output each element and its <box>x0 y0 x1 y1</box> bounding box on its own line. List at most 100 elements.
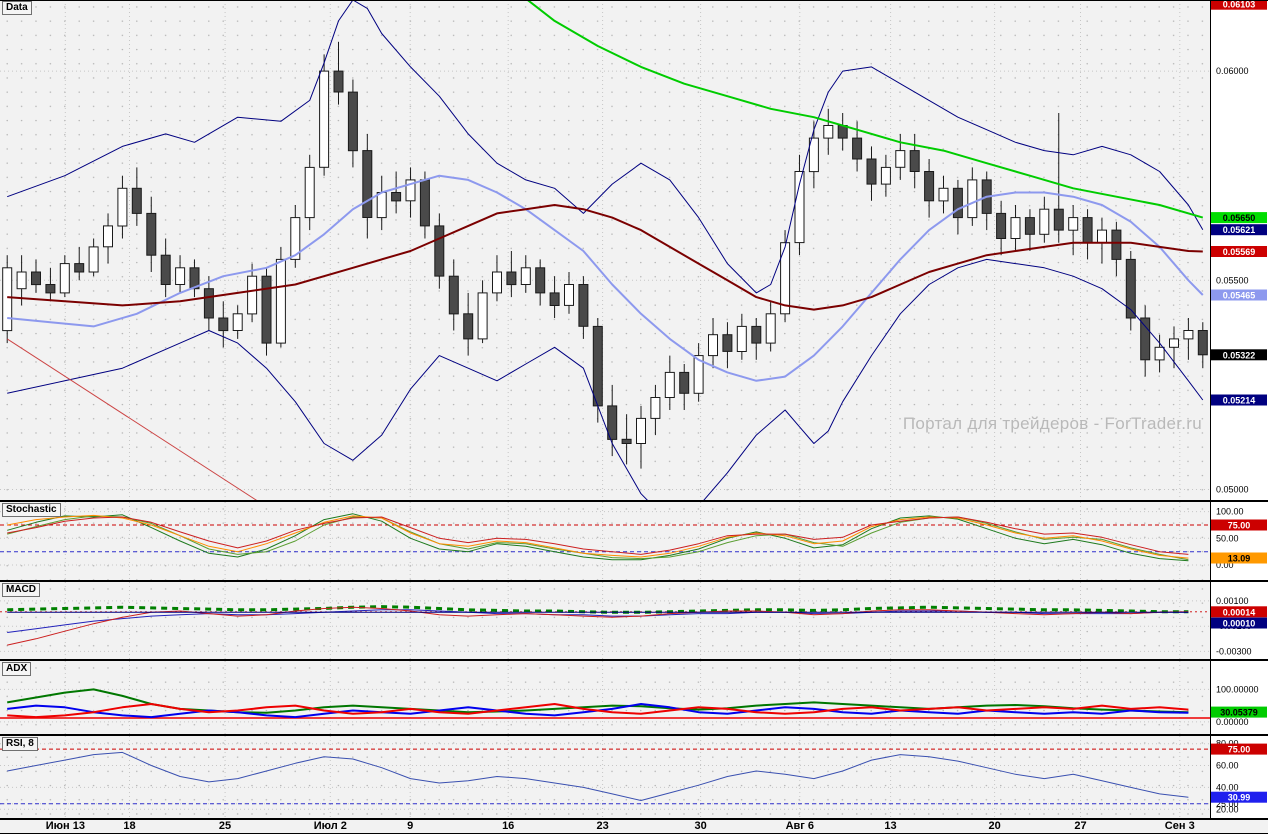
ma-fast-periwinkle <box>7 174 1204 382</box>
price-badge-label: 0.00010 <box>1223 619 1256 629</box>
panel-separator <box>0 734 1268 736</box>
candle-up <box>794 171 805 244</box>
price-scale[interactable] <box>1210 661 1268 734</box>
time-axis-label: 16 <box>502 820 515 832</box>
candle-down <box>218 317 229 332</box>
candle-up <box>376 192 387 219</box>
candle-down <box>924 171 935 202</box>
candle-up <box>693 355 704 394</box>
time-axis[interactable]: Июн 13 18 25 Июл 2 9 16 23 30 Авг 6 13 20 27 Сен 3 <box>0 820 1268 834</box>
axis-label: 50.00 <box>1216 533 1239 543</box>
candle-down <box>621 438 632 444</box>
price-badge <box>1211 224 1267 236</box>
candle-up <box>1183 330 1194 340</box>
axis-label: 0.00 <box>1216 560 1234 570</box>
candle-down <box>592 325 603 407</box>
candle-down <box>852 137 863 160</box>
axis-label: -0.00300 <box>1216 646 1252 656</box>
axis-label: 0.05500 <box>1216 275 1249 285</box>
price-badge <box>1211 706 1267 718</box>
candle-down <box>74 263 85 273</box>
candle-down <box>1024 217 1035 235</box>
price-badge-label: 13.09 <box>1228 554 1251 564</box>
candle-down <box>131 187 142 214</box>
candle-down <box>996 212 1007 239</box>
axis-label: 100.00 <box>1216 507 1244 517</box>
candle-down <box>31 271 41 286</box>
price-badge <box>1211 519 1267 531</box>
panel-separator <box>0 659 1268 661</box>
price-badge <box>1211 349 1267 361</box>
candle-up <box>59 263 70 294</box>
price-badge <box>1211 606 1267 618</box>
candle-up <box>492 271 502 294</box>
main-chart-plot[interactable]: 0.06000 0.05500 0.05000 0.06103 0.05650 0.056… <box>0 0 1268 500</box>
candle-up <box>650 397 661 419</box>
candle-up <box>823 125 834 139</box>
macd-green-dashed <box>7 605 1189 614</box>
candle-up <box>16 271 27 290</box>
price-badge-label: 0.05621 <box>1223 225 1256 235</box>
price-badge-label: 30.99 <box>1228 793 1251 803</box>
price-badge <box>1211 289 1267 301</box>
candle-up <box>938 187 949 202</box>
stoch-green <box>7 513 1189 562</box>
panel-adx: 100.00000 0.00000 30.05379 ADX <box>0 661 1268 734</box>
time-axis-label: 18 <box>123 820 136 832</box>
panel-separator <box>0 818 1268 820</box>
panel-separator <box>0 580 1268 582</box>
candle-up <box>247 275 258 315</box>
price-scale[interactable] <box>1210 502 1268 580</box>
time-axis-label: 30 <box>694 820 707 832</box>
candle-up <box>708 334 718 357</box>
candle-up <box>1169 338 1179 348</box>
candle-down <box>909 150 920 173</box>
candle-down <box>347 91 358 152</box>
ma-long-green <box>526 0 1204 219</box>
candle-up <box>117 187 128 227</box>
stochastic-plot[interactable]: 100.00 50.00 0.00 75.00 13.09 <box>0 502 1268 580</box>
candle-down <box>506 271 517 286</box>
candle-up <box>275 258 286 344</box>
candle-down <box>1053 208 1064 231</box>
price-badge-label: 0.05214 <box>1223 396 1256 406</box>
candle-up <box>808 137 819 173</box>
candle-up <box>895 150 906 168</box>
candle-down <box>434 225 445 277</box>
axis-label: 100.00000 <box>1216 684 1259 694</box>
candle-up <box>780 242 791 315</box>
price-badge <box>1211 246 1267 257</box>
candle-up <box>319 70 330 168</box>
panel-title-adx: ADX <box>2 662 32 676</box>
time-axis-label: 23 <box>596 820 609 832</box>
candle-up <box>564 284 574 306</box>
axis-label: 0.00100 <box>1216 596 1249 606</box>
candle-down <box>333 70 344 93</box>
panel-title-macd: MACD <box>2 583 40 597</box>
time-axis-label: Июн 13 <box>45 820 85 832</box>
stoch-orange <box>7 514 1189 559</box>
candle-down <box>160 254 171 285</box>
candle-down <box>391 192 402 202</box>
price-badge-label: 75.00 <box>1228 521 1251 531</box>
bollinger-lower <box>7 258 1204 500</box>
candle-down <box>203 288 214 319</box>
candle-up <box>1154 346 1165 361</box>
candle-up <box>636 417 646 444</box>
time-axis-label: 25 <box>218 820 232 832</box>
candle-up <box>2 267 13 332</box>
candle-up <box>88 246 99 273</box>
price-badge-label: 0.00014 <box>1223 607 1256 617</box>
candle-up <box>520 267 531 285</box>
panel-title-data: Data <box>2 1 32 15</box>
candle-down <box>146 212 157 256</box>
time-axis-label: 13 <box>884 820 897 832</box>
trendline-red <box>6 338 257 500</box>
candle-down <box>866 158 877 185</box>
axis-label: 20.00 <box>1216 804 1239 814</box>
candle-up <box>736 325 747 352</box>
